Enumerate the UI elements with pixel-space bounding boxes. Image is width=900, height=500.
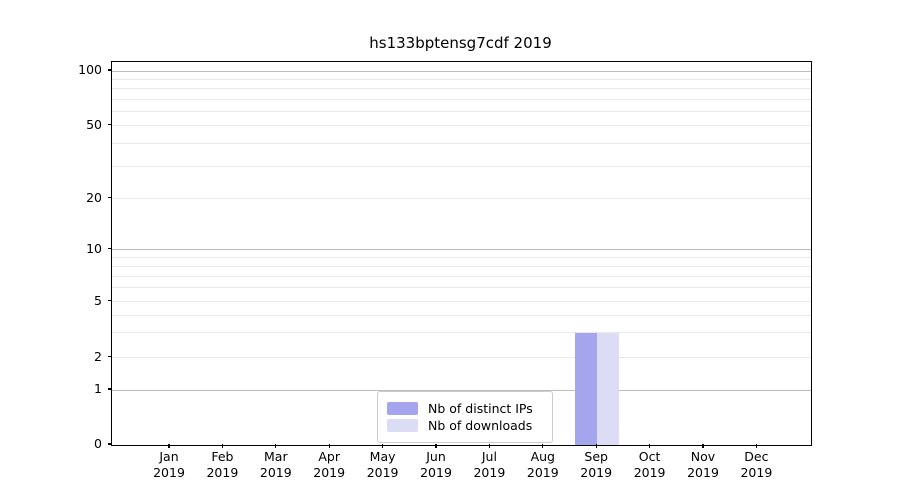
x-tick-label: Sep 2019 — [564, 449, 628, 480]
y-tick-mark — [107, 196, 111, 199]
bar-downloads — [597, 332, 620, 445]
x-tick-mark — [755, 444, 757, 448]
x-tick-mark — [435, 444, 437, 448]
y-gridline-minor — [112, 142, 811, 144]
plot-area — [111, 61, 812, 446]
x-tick-mark — [221, 444, 223, 448]
x-tick-month: Oct — [638, 449, 661, 464]
y-tick-mark — [107, 355, 111, 358]
y-tick-label: 2 — [94, 348, 102, 364]
y-tick-mark — [107, 443, 111, 445]
x-tick-year: 2019 — [366, 464, 399, 480]
x-tick-label: May 2019 — [351, 449, 415, 480]
x-tick-mark — [542, 444, 544, 448]
x-tick-month: Dec — [744, 449, 769, 464]
legend-swatch-downloads — [387, 419, 418, 432]
y-gridline-minor — [112, 125, 811, 126]
x-tick-mark — [382, 444, 384, 448]
y-gridline-minor — [112, 301, 811, 302]
y-tick-label: 1 — [94, 381, 102, 396]
y-gridline-major — [112, 389, 811, 391]
x-tick-month: Feb — [211, 449, 234, 464]
y-tick-label: 5 — [94, 292, 102, 308]
x-tick-mark — [488, 444, 490, 448]
x-tick-label: Jun 2019 — [404, 449, 468, 480]
legend-label-distinct-ips: Nb of distinct IPs — [428, 400, 533, 416]
x-tick-month: Jul — [481, 449, 497, 464]
x-tick-mark — [275, 444, 277, 448]
chart-title: hs133bptensg7cdf 2019 — [369, 34, 552, 52]
y-gridline-minor — [112, 198, 811, 199]
x-tick-label: Feb 2019 — [190, 449, 254, 480]
legend-label-downloads: Nb of downloads — [428, 418, 533, 433]
legend-swatch-distinct-ips — [387, 401, 418, 415]
x-tick-mark — [702, 444, 704, 448]
x-tick-mark — [649, 444, 651, 448]
y-gridline-minor — [112, 275, 811, 277]
x-tick-label: Jul 2019 — [457, 449, 521, 480]
x-tick-label: Dec 2019 — [724, 449, 788, 480]
x-tick-month: Nov — [690, 449, 716, 464]
x-tick-label: Apr 2019 — [297, 449, 361, 480]
y-tick-mark — [107, 388, 111, 390]
y-gridline-major — [112, 249, 811, 250]
y-tick-label: 0 — [94, 436, 102, 451]
x-tick-mark — [328, 444, 330, 448]
bar-distinct-ips — [575, 332, 598, 445]
y-gridline-minor — [112, 265, 811, 267]
x-tick-month: Sep — [584, 449, 608, 464]
x-tick-month: May — [369, 449, 396, 464]
y-tick-label: 20 — [86, 189, 102, 205]
x-tick-label: Mar 2019 — [244, 449, 308, 480]
y-gridline-minor — [112, 357, 811, 358]
legend: Nb of distinct IPs Nb of downloads — [377, 391, 553, 443]
y-tick-label: 100 — [78, 62, 102, 77]
x-tick-year: 2019 — [687, 464, 719, 480]
y-tick-mark — [107, 123, 111, 126]
legend-item-distinct-ips: Nb of distinct IPs — [387, 401, 543, 416]
x-tick-year: 2019 — [633, 464, 666, 480]
x-tick-label: Aug 2019 — [511, 449, 575, 480]
x-tick-year: 2019 — [206, 464, 239, 480]
y-tick-mark — [107, 247, 111, 250]
y-gridline-minor — [112, 332, 811, 334]
x-tick-label: Nov 2019 — [671, 449, 735, 480]
x-tick-year: 2019 — [526, 464, 559, 480]
x-tick-year: 2019 — [473, 464, 506, 480]
x-tick-month: Jun — [426, 449, 446, 464]
x-tick-label: Jan 2019 — [137, 449, 201, 480]
x-tick-month: Jan — [159, 449, 179, 464]
x-tick-month: Mar — [264, 449, 288, 464]
y-tick-mark — [107, 299, 111, 302]
y-gridline-minor — [112, 314, 811, 316]
x-tick-mark — [168, 444, 170, 448]
y-tick-label: 50 — [86, 116, 102, 132]
y-gridline-minor — [112, 98, 811, 100]
y-gridline-minor — [112, 287, 811, 289]
x-tick-year: 2019 — [313, 464, 346, 480]
x-tick-mark — [595, 444, 597, 448]
y-gridline-minor — [112, 256, 811, 258]
y-gridline-major — [112, 70, 811, 72]
x-tick-month: Apr — [318, 449, 340, 464]
y-gridline-minor — [112, 165, 811, 167]
x-tick-year: 2019 — [153, 464, 185, 480]
y-gridline-minor — [112, 78, 811, 80]
y-gridline-minor — [112, 110, 811, 112]
y-tick-mark — [107, 69, 111, 71]
x-tick-year: 2019 — [580, 464, 613, 480]
x-tick-month: Aug — [530, 449, 555, 464]
y-tick-label: 10 — [86, 240, 102, 256]
x-tick-year: 2019 — [259, 464, 292, 480]
x-tick-year: 2019 — [420, 464, 452, 480]
legend-item-downloads: Nb of downloads — [387, 418, 543, 433]
y-gridline-minor — [112, 88, 811, 90]
x-tick-label: Oct 2019 — [618, 449, 682, 480]
x-tick-year: 2019 — [740, 464, 773, 480]
